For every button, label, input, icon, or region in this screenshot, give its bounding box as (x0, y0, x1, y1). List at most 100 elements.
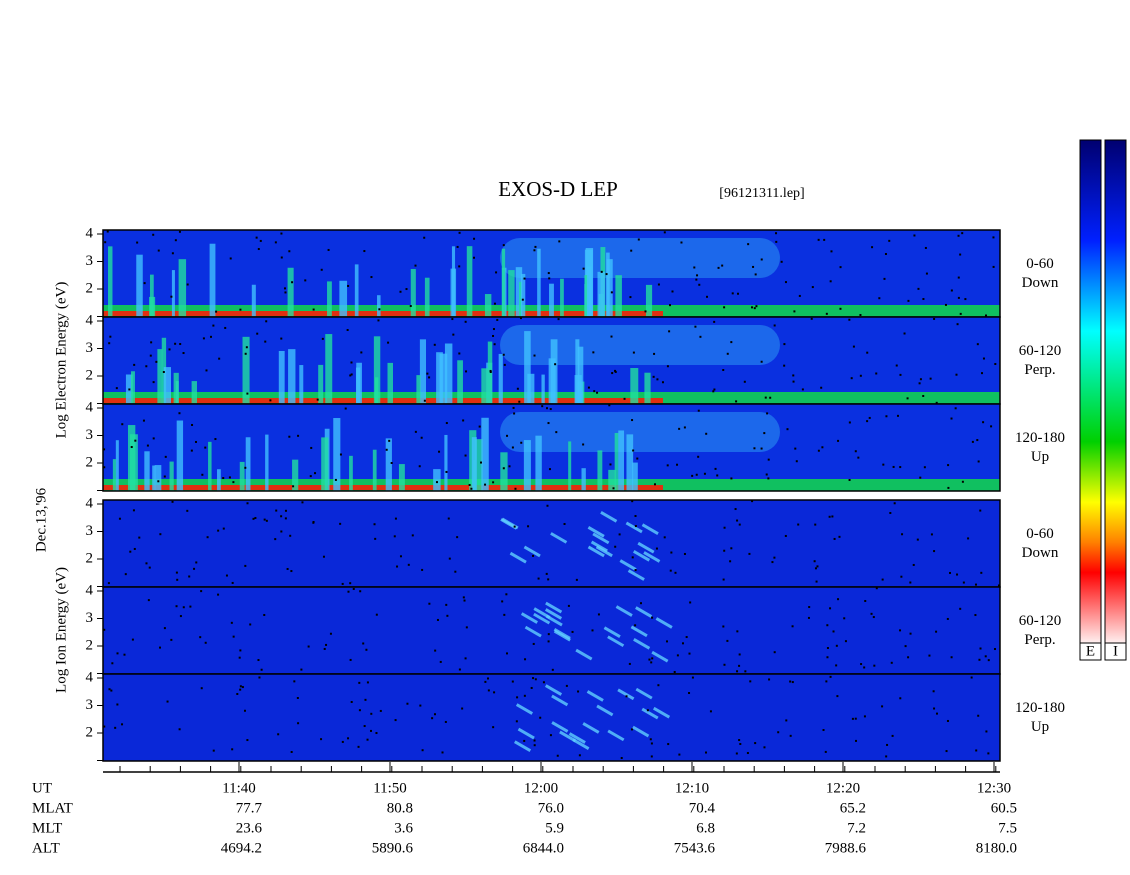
noise (289, 534, 292, 537)
noise (218, 357, 221, 360)
noise (817, 449, 820, 452)
noise (979, 647, 982, 650)
noise (394, 517, 397, 520)
noise (447, 517, 450, 520)
noise (653, 483, 656, 486)
noise (754, 742, 757, 745)
noise (695, 473, 698, 476)
noise (322, 555, 325, 558)
noise (838, 535, 841, 538)
noise (171, 252, 174, 255)
noise (114, 726, 117, 729)
noise (868, 416, 871, 419)
noise (670, 551, 673, 554)
burst (171, 270, 175, 317)
noise (493, 691, 496, 694)
ion-streak (600, 510, 618, 523)
noise (280, 530, 283, 533)
noise (358, 709, 361, 712)
noise (121, 423, 124, 426)
noise (697, 409, 700, 412)
noise (752, 265, 755, 268)
channel-angle: 0-60 (1026, 256, 1054, 272)
noise (889, 511, 892, 514)
y-tick-label: 3 (86, 697, 94, 713)
ion-streak (575, 648, 593, 661)
noise (746, 752, 749, 755)
noise (436, 618, 439, 621)
colorbar (1104, 139, 1127, 644)
noise (244, 564, 247, 567)
noise (493, 302, 496, 305)
noise (321, 337, 324, 340)
ion-streak (545, 614, 563, 627)
noise (370, 276, 373, 279)
burst (108, 246, 113, 317)
noise (954, 407, 957, 410)
noise (722, 578, 725, 581)
noise (883, 277, 886, 280)
burst (515, 267, 523, 317)
ion-streak (551, 721, 569, 733)
noise (131, 638, 134, 641)
colorbar-label-box (1079, 642, 1102, 661)
noise (797, 523, 800, 526)
channel-direction: Up (1031, 449, 1049, 465)
noise (717, 266, 720, 269)
burst (178, 259, 187, 317)
noise (284, 291, 287, 294)
burst (287, 267, 294, 317)
noise (257, 248, 260, 251)
noise (175, 605, 178, 608)
noise (419, 704, 422, 707)
burst (584, 275, 589, 317)
noise (501, 600, 504, 603)
noise (850, 377, 853, 380)
noise (465, 370, 468, 373)
burst (560, 278, 564, 317)
noise (428, 602, 431, 605)
table-cell: 5890.6 (372, 840, 414, 856)
noise (310, 446, 313, 449)
noise (854, 450, 857, 453)
noise (312, 521, 315, 524)
noise (637, 238, 640, 241)
ion-streak (587, 525, 605, 538)
noise (634, 525, 637, 528)
noise (730, 547, 733, 550)
noise (320, 738, 323, 741)
noise (108, 688, 111, 691)
noise (344, 407, 347, 410)
noise (108, 342, 111, 345)
noise (129, 550, 132, 553)
noise (291, 281, 294, 284)
noise (222, 477, 225, 480)
noise (957, 276, 960, 279)
burst (144, 451, 150, 491)
noise (480, 461, 483, 464)
y-tick-label: 4 (86, 312, 94, 328)
noise (947, 486, 950, 489)
noise (651, 657, 654, 660)
noise (851, 717, 854, 720)
noise (406, 702, 409, 705)
noise (214, 438, 217, 441)
noise (104, 241, 107, 244)
noise (346, 328, 349, 331)
burst (349, 455, 353, 491)
noise (650, 661, 653, 664)
ion-streak (635, 687, 653, 700)
noise (749, 680, 752, 683)
noise (959, 253, 962, 256)
noise (949, 571, 952, 574)
noise (731, 292, 734, 295)
noise (992, 265, 995, 268)
burst (169, 461, 174, 491)
noise (388, 439, 391, 442)
y-axis-label: Log Ion Energy (eV) (53, 567, 69, 693)
spectrogram-background (103, 674, 1000, 761)
noise (347, 284, 350, 287)
noise (542, 681, 545, 684)
noise (689, 601, 692, 604)
